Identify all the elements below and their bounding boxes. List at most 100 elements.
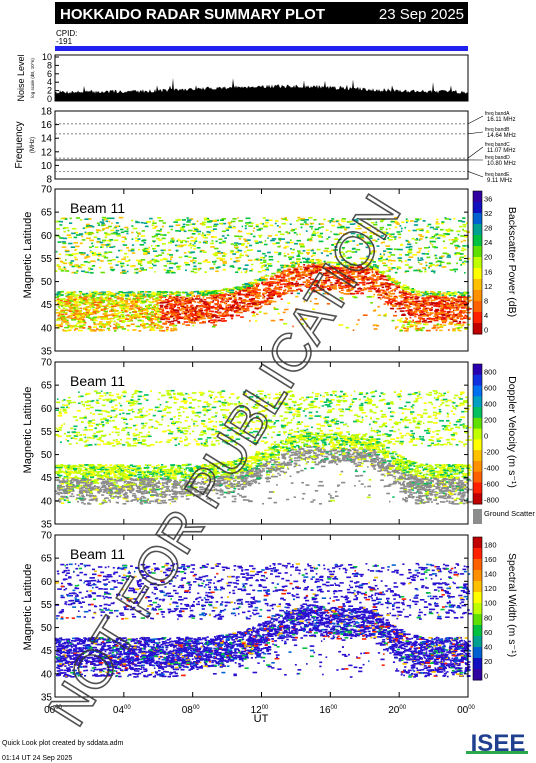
- echo-cell: [127, 249, 133, 252]
- echo-cell: [288, 258, 292, 261]
- echo-cell: [79, 252, 84, 254]
- echo-cell: [120, 299, 123, 302]
- echo-cell: [277, 253, 282, 256]
- echo-cell: [94, 246, 99, 248]
- echo-cell: [202, 303, 206, 305]
- echo-cell: [270, 319, 276, 322]
- echo-cell: [212, 225, 218, 227]
- echo-cell: [123, 304, 126, 306]
- echo-cell: [401, 221, 405, 223]
- echo-cell: [462, 245, 467, 247]
- echo-cell: [133, 271, 137, 274]
- echo-cell: [134, 305, 137, 307]
- echo-cell: [361, 278, 364, 280]
- echo-cell: [311, 255, 313, 258]
- echo-cell: [149, 217, 153, 220]
- echo-cell: [105, 233, 111, 236]
- frequency-band-name: freq bandE: [485, 172, 510, 178]
- echo-cell: [206, 231, 210, 233]
- echo-cell: [152, 263, 154, 265]
- echo-cell: [387, 259, 392, 262]
- echo-cell: [74, 324, 77, 327]
- echo-cell: [337, 278, 342, 281]
- echo-cell: [59, 237, 64, 239]
- echo-cell: [325, 278, 328, 281]
- echo-cell: [376, 278, 380, 280]
- echo-cell: [106, 327, 110, 330]
- echo-cell: [90, 260, 95, 262]
- echo-cell: [436, 218, 439, 221]
- echo-cell: [196, 295, 201, 297]
- echo-cell: [460, 300, 466, 303]
- echo-cell: [64, 313, 68, 315]
- echo-cell: [400, 244, 404, 246]
- echo-cell: [391, 278, 396, 280]
- echo-cell: [264, 292, 267, 295]
- echo-cell: [445, 299, 450, 302]
- echo-cell: [277, 279, 281, 281]
- echo-cell: [214, 220, 217, 222]
- echo-cell: [66, 234, 72, 236]
- echo-cell: [324, 247, 329, 250]
- echo-cell: [345, 265, 349, 268]
- echo-cell: [315, 259, 320, 261]
- echo-cell: [396, 268, 399, 270]
- echo-cell: [237, 267, 242, 269]
- echo-cell: [176, 240, 178, 242]
- echo-cell: [293, 267, 299, 270]
- echo-cell: [237, 305, 241, 307]
- echo-cell: [386, 248, 391, 250]
- echo-cell: [87, 327, 92, 330]
- echo-cell: [190, 311, 193, 313]
- echo-cell: [198, 308, 203, 311]
- echo-cell: [121, 328, 127, 330]
- echo-cell: [351, 272, 354, 275]
- echo-cell: [412, 254, 418, 256]
- echo-cell: [74, 316, 77, 318]
- echo-cell: [379, 226, 385, 229]
- echo-cell: [439, 316, 444, 319]
- echo-cell: [101, 291, 105, 293]
- echo-cell: [280, 264, 284, 267]
- echo-cell: [130, 323, 135, 326]
- echo-cell: [365, 276, 368, 279]
- echo-cell: [387, 278, 391, 280]
- echo-cell: [414, 313, 419, 316]
- echo-cell: [450, 301, 454, 303]
- echo-cell: [323, 266, 328, 269]
- echo-cell: [138, 233, 141, 235]
- echo-cell: [113, 308, 117, 311]
- echo-cell: [270, 239, 275, 242]
- echo-cell: [241, 305, 245, 308]
- echo-cell: [284, 217, 287, 219]
- echo-cell: [327, 269, 330, 272]
- echo-cell: [61, 315, 66, 318]
- echo-cell: [333, 284, 337, 286]
- echo-cell: [294, 268, 298, 271]
- echo-cell: [439, 303, 443, 305]
- echo-cell: [223, 297, 228, 300]
- echo-cell: [183, 316, 188, 318]
- echo-cell: [92, 265, 96, 267]
- echo-cell: [199, 297, 201, 299]
- echo-cell: [69, 301, 72, 303]
- echo-cell: [436, 313, 442, 316]
- echo-cell: [458, 315, 463, 317]
- colorbar-tick-label: 20: [484, 253, 492, 262]
- echo-cell: [79, 219, 83, 221]
- echo-cell: [217, 311, 222, 314]
- echo-cell: [100, 295, 103, 298]
- echo-cell: [248, 305, 253, 308]
- echo-cell: [227, 304, 229, 307]
- echo-cell: [278, 226, 281, 228]
- echo-cell: [179, 316, 184, 319]
- echo-cell: [282, 311, 286, 314]
- echo-cell: [322, 274, 325, 276]
- echo-cell: [359, 275, 364, 278]
- echo-cell: [319, 288, 325, 290]
- echo-cell: [384, 282, 387, 284]
- echo-cell: [342, 248, 345, 250]
- echo-cell: [429, 240, 434, 243]
- echo-cell: [103, 309, 106, 311]
